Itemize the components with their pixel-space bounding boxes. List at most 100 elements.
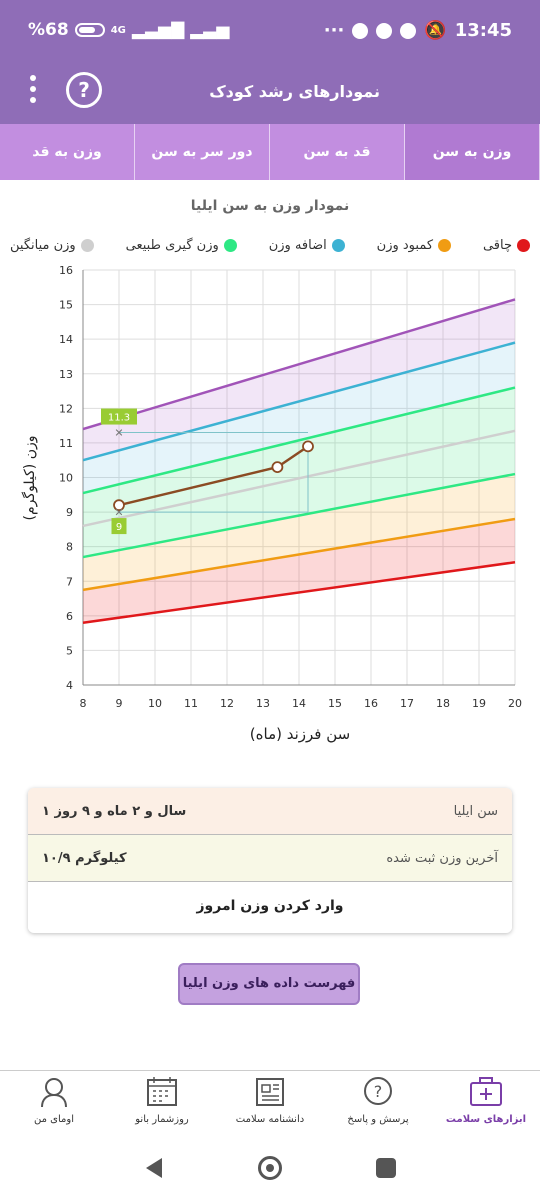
nav-encyclopedia[interactable]: دانشنامه سلامت bbox=[216, 1071, 324, 1136]
chart-band bbox=[83, 299, 515, 461]
y-tick-label: 7 bbox=[66, 575, 73, 588]
newspaper-icon bbox=[256, 1078, 284, 1106]
vpn-notification-icon bbox=[400, 22, 417, 39]
reference-curve-normal-low bbox=[82, 472, 516, 559]
x-tick-label: 18 bbox=[436, 697, 450, 710]
reference-curve-high bbox=[82, 341, 516, 462]
reference-curve-normal-high bbox=[82, 386, 516, 495]
legend-item-underweight: کمبود وزن bbox=[376, 238, 452, 253]
status-right: ··· 🔕 13:45 bbox=[324, 20, 512, 41]
mute-icon: 🔕 bbox=[424, 20, 447, 41]
x-tick-label: 20 bbox=[508, 697, 522, 710]
marker-label-box bbox=[101, 408, 137, 425]
recents-button[interactable] bbox=[376, 1158, 396, 1178]
info-card: ۱ سال و ۲ ماه و ۹ روز سن ایلیا ۱۰/۹ کیلو… bbox=[28, 788, 512, 933]
weight-for-age-chart: 8 9 10 11 12 13 14 15 16 17 18 19 20 4 5 6 7 8 9 10 11 12 13 14… bbox=[59, 264, 522, 710]
x-tick-label: 14 bbox=[292, 697, 306, 710]
y-tick-label: 10 bbox=[59, 472, 73, 485]
x-tick-label: 15 bbox=[328, 697, 342, 710]
marker-label-box bbox=[111, 518, 127, 535]
legend-item-normal: وزن گیری طبیعی bbox=[126, 238, 237, 253]
more-notifications-icon: ··· bbox=[323, 20, 345, 41]
age-row: ۱ سال و ۲ ماه و ۹ روز سن ایلیا bbox=[28, 788, 512, 835]
nav-label: پرسش و پاسخ bbox=[347, 1114, 409, 1125]
nav-label: اومای من bbox=[34, 1114, 74, 1125]
chart-band bbox=[83, 430, 515, 558]
legend-swatch bbox=[80, 239, 94, 252]
x-tick-label: 8 bbox=[80, 697, 87, 710]
legend-item-overweight: اضافه وزن bbox=[269, 238, 345, 253]
marker-cross: ✕ bbox=[114, 427, 123, 440]
x-tick-label: 10 bbox=[148, 697, 162, 710]
weight-list-button[interactable]: فهرست داده های وزن ایلیا bbox=[178, 963, 360, 1005]
weight-row: ۱۰/۹ کیلوگرم آخرین وزن ثبت شده bbox=[28, 835, 512, 882]
back-button[interactable] bbox=[146, 1158, 162, 1178]
x-tick-label: 9 bbox=[116, 697, 123, 710]
chart-tabs: وزن به سن قد به سن دور سر به سن وزن به ق… bbox=[0, 124, 540, 180]
x-tick-label: 12 bbox=[220, 697, 234, 710]
legend-swatch bbox=[223, 239, 237, 252]
legend-swatch bbox=[517, 239, 530, 252]
enter-weight-button[interactable]: وارد کردن وزن امروز bbox=[28, 882, 512, 929]
y-tick-label: 12 bbox=[59, 402, 73, 415]
x-tick-label: 17 bbox=[400, 697, 414, 710]
svg-text:?: ? bbox=[374, 1082, 383, 1101]
chart-title: نمودار وزن به سن ایلیا bbox=[190, 198, 350, 214]
calendar-icon bbox=[147, 1077, 177, 1106]
status-bar: %68 4G ▂▃▅▇ ▂▃▅ ··· 🔕 13:45 bbox=[0, 0, 540, 64]
child-weight-point bbox=[302, 440, 314, 453]
y-tick-label: 11 bbox=[59, 437, 73, 450]
battery-percent: %68 bbox=[28, 20, 69, 40]
woman-avatar-icon bbox=[41, 1078, 67, 1108]
y-tick-label: 8 bbox=[66, 541, 73, 554]
tab-weight-for-height[interactable]: وزن به قد bbox=[0, 124, 135, 180]
home-button[interactable] bbox=[258, 1156, 282, 1180]
legend-item-median: وزن میانگین bbox=[10, 238, 94, 253]
nav-health-tools[interactable]: ابزارهای سلامت bbox=[432, 1071, 540, 1136]
chart-legend: چاقی کمبود وزن اضافه وزن وزن گیری طبیعی … bbox=[10, 238, 530, 253]
shield-notification-icon bbox=[376, 22, 393, 39]
clock: 13:45 bbox=[454, 20, 512, 41]
nav-qa[interactable]: ? پرسش و پاسخ bbox=[324, 1071, 432, 1136]
legend-label: وزن گیری طبیعی bbox=[125, 238, 219, 253]
weight-label: آخرین وزن ثبت شده bbox=[386, 850, 498, 866]
tab-height-for-age[interactable]: قد به سن bbox=[270, 124, 405, 180]
marker-cross: ✕ bbox=[114, 506, 123, 519]
battery-icon bbox=[74, 23, 105, 37]
y-tick-label: 9 bbox=[66, 506, 73, 519]
reference-curve-highest bbox=[82, 298, 516, 431]
system-nav-bar bbox=[0, 1140, 540, 1200]
nav-calendar[interactable]: روزشمار بانو bbox=[108, 1071, 216, 1136]
page-title: نمودارهای رشد کودک bbox=[209, 82, 380, 101]
nav-profile[interactable]: اومای من bbox=[0, 1071, 108, 1136]
app-notification-icon bbox=[352, 22, 369, 39]
reference-curve-low bbox=[82, 517, 516, 592]
reference-curve-median bbox=[82, 429, 516, 528]
child-weight-point bbox=[113, 499, 125, 512]
y-tick-label: 5 bbox=[66, 644, 73, 657]
marker-label: 9 bbox=[116, 522, 122, 533]
help-button[interactable]: ? bbox=[66, 72, 102, 108]
legend-label: کمبود وزن bbox=[376, 238, 434, 253]
x-tick-label: 13 bbox=[256, 697, 270, 710]
y-tick-label: 6 bbox=[66, 610, 73, 623]
x-tick-label: 19 bbox=[472, 697, 486, 710]
nav-label: دانشنامه سلامت bbox=[235, 1114, 305, 1125]
legend-label: وزن میانگین bbox=[10, 238, 76, 253]
tab-weight-for-age[interactable]: وزن به سن bbox=[405, 124, 540, 180]
legend-item-obesity: چاقی bbox=[483, 238, 530, 253]
legend-swatch bbox=[331, 239, 345, 252]
nav-label: ابزارهای سلامت bbox=[445, 1114, 527, 1125]
child-weight-point bbox=[271, 461, 284, 474]
y-tick-label: 13 bbox=[59, 368, 73, 381]
network-type: 4G bbox=[110, 24, 126, 36]
nav-label: روزشمار بانو bbox=[135, 1114, 189, 1125]
overflow-menu-icon[interactable] bbox=[28, 72, 38, 108]
chart-band bbox=[83, 342, 515, 494]
y-tick-label: 16 bbox=[59, 264, 73, 277]
chart-band bbox=[83, 387, 515, 526]
legend-swatch bbox=[438, 239, 452, 252]
chart-band bbox=[83, 474, 515, 590]
tab-head-for-age[interactable]: دور سر به سن bbox=[135, 124, 270, 180]
first-aid-kit-icon bbox=[470, 1077, 502, 1106]
